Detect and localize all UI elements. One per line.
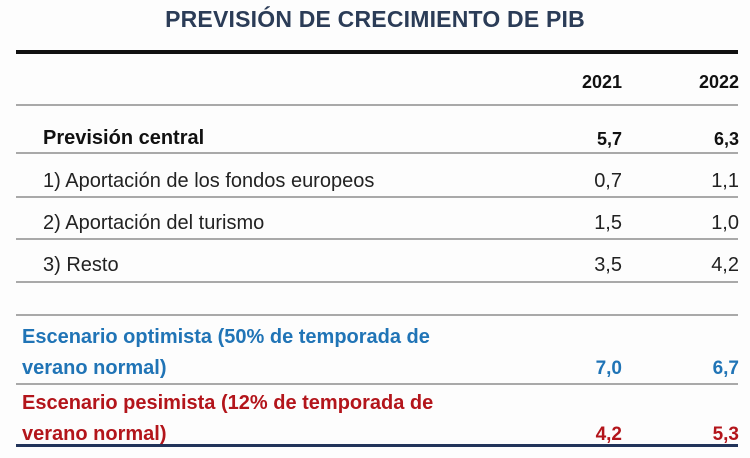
row-label: 2) Aportación del turismo (43, 212, 265, 234)
label-line-1: Escenario pesimista (12% de temporada de (22, 392, 434, 414)
value-2021: 1,5 (594, 212, 622, 234)
value-2022: 5,3 (712, 424, 739, 445)
row-divider (16, 152, 738, 154)
header-divider (16, 104, 738, 106)
row-label: Escenario optimista (50% de temporada de… (22, 322, 430, 384)
label-line-1: Escenario optimista (50% de temporada de (22, 326, 430, 348)
row-label: Escenario pesimista (12% de temporada de… (22, 388, 433, 450)
column-header-2022: 2022 (698, 72, 739, 92)
row-divider (16, 281, 738, 283)
scenario-divider (16, 314, 738, 316)
value-2022: 6,7 (712, 358, 739, 379)
page-title: PREVISIÓN DE CRECIMIENTO DE PIB (165, 6, 585, 32)
value-2021: 7,0 (595, 358, 622, 379)
bottom-rule-divider (16, 444, 738, 447)
label-line-2: verano normal) (22, 357, 167, 379)
value-2022: 1,0 (711, 212, 739, 234)
row-divider (16, 196, 738, 198)
row-label: Previsión central (43, 127, 205, 149)
top-rule-divider (16, 50, 738, 54)
label-line-2: verano normal) (22, 423, 167, 445)
row-label: 3) Resto (43, 254, 119, 276)
value-2022: 4,2 (711, 254, 739, 276)
value-2021: 0,7 (594, 170, 622, 192)
value-2021: 3,5 (594, 254, 622, 276)
row-divider (16, 238, 738, 240)
value-2021: 5,7 (596, 129, 622, 149)
column-header-2021: 2021 (581, 72, 622, 92)
row-label: 1) Aportación de los fondos europeos (43, 170, 375, 192)
row-divider (16, 383, 738, 385)
value-2022: 6,3 (713, 129, 739, 149)
value-2021: 4,2 (595, 424, 622, 445)
value-2022: 1,1 (711, 170, 739, 192)
